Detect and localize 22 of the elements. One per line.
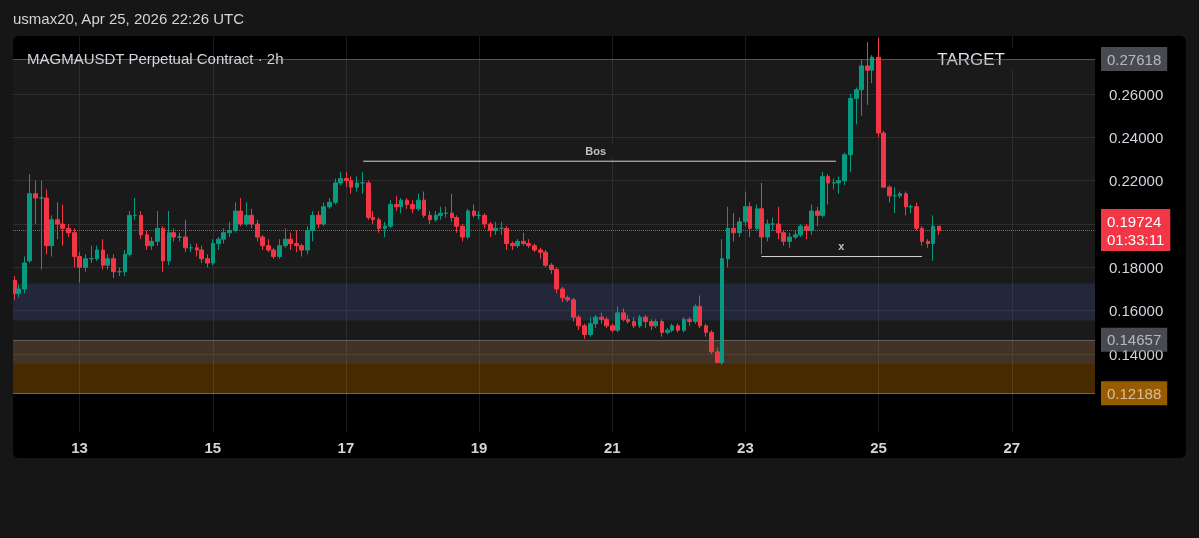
x-tick-label: 21 bbox=[603, 439, 621, 456]
annotation: x bbox=[838, 240, 846, 253]
ref-line-label: 0.27618 bbox=[1107, 50, 1162, 68]
annotation: Bos bbox=[585, 144, 607, 157]
text: usmax20, Apr 25, 2026 22:26 UTC bbox=[13, 10, 244, 27]
x-tick-label: 25 bbox=[870, 439, 887, 456]
x-tick-label: 23 bbox=[737, 439, 754, 456]
x-tick-label: 19 bbox=[470, 439, 488, 456]
x-tick-label: 17 bbox=[337, 439, 355, 456]
text: 01:33:11 bbox=[1107, 230, 1165, 248]
y-tick-label: 0.26000 bbox=[1109, 85, 1164, 103]
ref-line-label: 0.12188 bbox=[1107, 384, 1162, 402]
x-tick-label: 15 bbox=[204, 439, 222, 456]
y-tick-label: 0.22000 bbox=[1109, 172, 1164, 190]
ref-line-label: 0.19724 bbox=[1107, 212, 1162, 230]
text: MAGMAUSDT Perpetual Contract · 2h bbox=[27, 50, 284, 67]
y-tick-label: 0.24000 bbox=[1109, 128, 1164, 146]
y-tick-label: 0.16000 bbox=[1109, 302, 1164, 320]
y-tick-label: 0.18000 bbox=[1109, 258, 1164, 276]
x-tick-label: 13 bbox=[71, 439, 88, 456]
x-tick-label: 27 bbox=[1003, 439, 1021, 456]
annotation: TARGET bbox=[937, 49, 1005, 69]
